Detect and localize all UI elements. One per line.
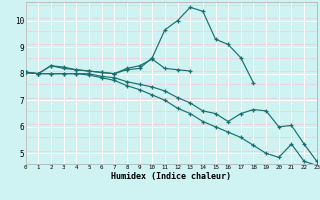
X-axis label: Humidex (Indice chaleur): Humidex (Indice chaleur) xyxy=(111,172,231,181)
